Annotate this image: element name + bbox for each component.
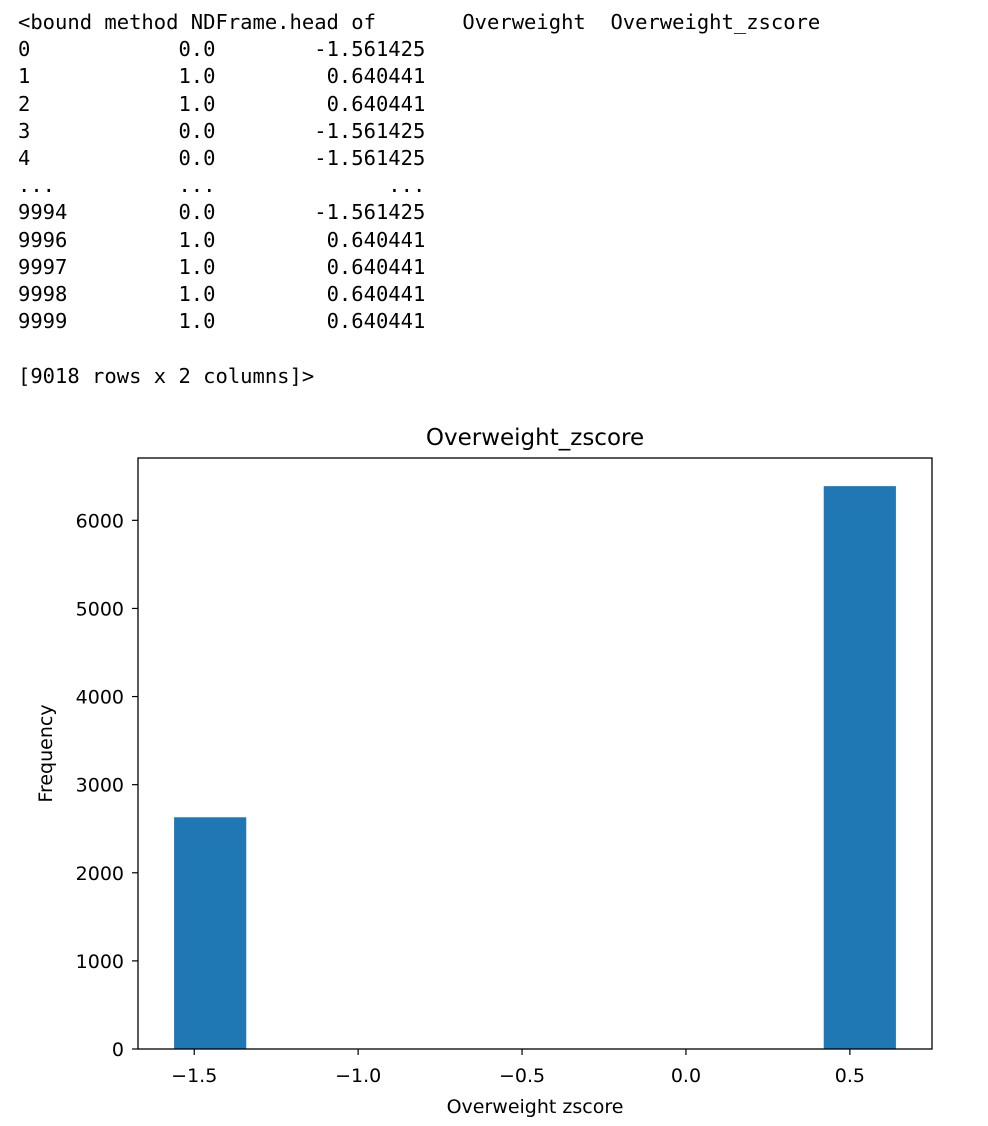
row-index: 9994 [18, 200, 68, 225]
histogram-bar [174, 817, 247, 1049]
output-row: ... ... ... [18, 173, 425, 197]
row-index: ... [18, 173, 56, 198]
y-tick-label: 0 [112, 1039, 124, 1061]
row-index: 9997 [18, 254, 68, 279]
y-tick-label: 5000 [76, 598, 124, 620]
x-tick-label: −1.0 [335, 1065, 381, 1087]
output-row: 2 1.0 0.640441 [18, 92, 425, 116]
zscore-value: ... [388, 173, 426, 198]
histogram-bar [823, 486, 896, 1050]
row-index: 9996 [18, 227, 68, 252]
y-tick-label: 1000 [76, 951, 124, 973]
y-tick-label: 3000 [76, 775, 124, 797]
zscore-value: 0.640441 [326, 254, 426, 279]
output-header-line: <bound method NDFrame.head of Overweight… [18, 10, 820, 34]
overweight-value: 1.0 [178, 282, 216, 307]
zscore-value: 0.640441 [326, 227, 426, 252]
y-tick-label: 6000 [76, 510, 124, 532]
overweight-value: 0.0 [178, 146, 216, 171]
chart-title: Overweight_zscore [426, 425, 644, 451]
zscore-value: 0.640441 [326, 91, 426, 116]
row-index: 3 [18, 118, 31, 143]
row-index: 9999 [18, 309, 68, 334]
overweight-value: 1.0 [178, 227, 216, 252]
output-row: 1 1.0 0.640441 [18, 64, 425, 88]
output-row: 4 0.0 -1.561425 [18, 146, 425, 170]
x-tick-label: −0.5 [499, 1065, 545, 1087]
row-index: 0 [18, 37, 31, 62]
overweight-value: 0.0 [178, 37, 216, 62]
zscore-value: -1.561425 [314, 118, 426, 143]
output-row: 9996 1.0 0.640441 [18, 228, 425, 252]
x-axis-label: Overweight zscore [447, 1096, 624, 1118]
overweight-value: 1.0 [178, 309, 216, 334]
column-header: Overweight_zscore [610, 10, 821, 34]
overweight-value: 1.0 [178, 91, 216, 116]
overweight-value: ... [178, 173, 216, 198]
zscore-value: -1.561425 [314, 146, 426, 171]
y-axis-label: Frequency [35, 704, 57, 802]
output-row: 3 0.0 -1.561425 [18, 119, 425, 143]
zscore-value: -1.561425 [314, 200, 426, 225]
x-tick-label: 0.0 [671, 1065, 701, 1087]
output-row: 9998 1.0 0.640441 [18, 282, 425, 306]
x-tick-label: −1.5 [171, 1065, 217, 1087]
header-prefix: <bound method NDFrame.head of [18, 10, 376, 34]
output-row: 9999 1.0 0.640441 [18, 309, 425, 333]
overweight-value: 0.0 [178, 118, 216, 143]
overweight-value: 1.0 [178, 64, 216, 89]
row-index: 2 [18, 91, 31, 116]
zscore-value: 0.640441 [326, 309, 426, 334]
row-index: 4 [18, 146, 31, 171]
x-tick-label: 0.5 [835, 1065, 865, 1087]
overweight-value: 0.0 [178, 200, 216, 225]
output-row: 9997 1.0 0.640441 [18, 255, 425, 279]
row-index: 9998 [18, 282, 68, 307]
zscore-value: 0.640441 [326, 282, 426, 307]
zscore-value: 0.640441 [326, 64, 426, 89]
plot-frame [137, 457, 933, 1050]
y-tick-label: 2000 [76, 863, 124, 885]
column-header: Overweight [462, 10, 586, 34]
output-row: 0 0.0 -1.561425 [18, 37, 425, 61]
overweight-value: 1.0 [178, 254, 216, 279]
row-index: 1 [18, 64, 31, 89]
zscore-value: -1.561425 [314, 37, 426, 62]
dataframe-output: <bound method NDFrame.head of Overweight… [18, 9, 820, 390]
output-footer: [9018 rows x 2 columns]> [18, 363, 315, 388]
output-row: 9994 0.0 -1.561425 [18, 200, 425, 224]
y-tick-label: 4000 [76, 687, 124, 709]
